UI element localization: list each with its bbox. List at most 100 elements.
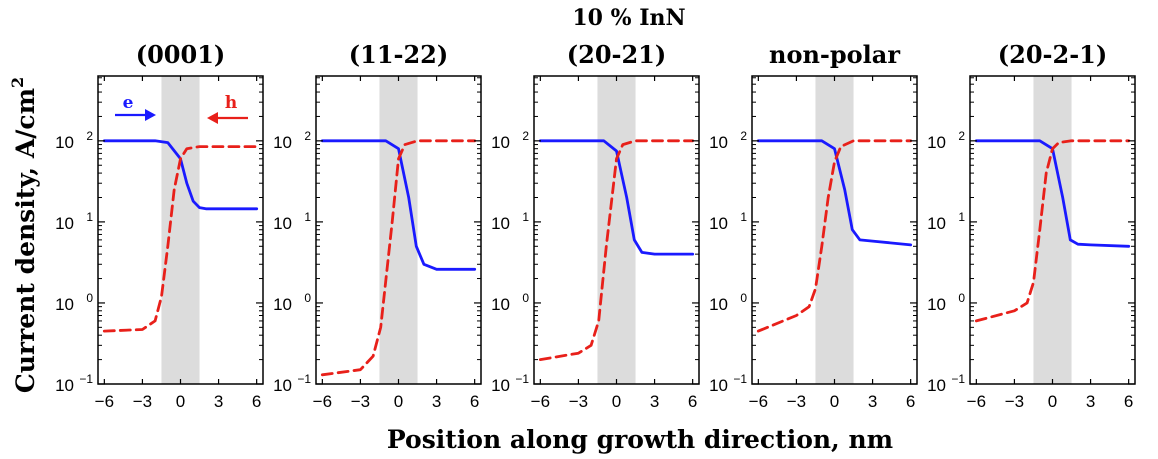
y-tick-base: 10 xyxy=(709,214,728,233)
y-tick-exponent: −1 xyxy=(297,372,311,386)
y-tick-base: 10 xyxy=(709,133,728,152)
y-tick-exponent: 1 xyxy=(740,210,747,224)
hole-arrowhead xyxy=(207,112,218,124)
x-tick-label: 0 xyxy=(1048,392,1057,411)
x-tick-label: −3 xyxy=(133,392,152,411)
x-tick-label: −3 xyxy=(351,392,370,411)
y-tick-label: 10 1 xyxy=(491,210,529,233)
y-tick-label: 10 1 xyxy=(927,210,965,233)
y-tick-base: 10 xyxy=(927,295,946,314)
y-tick-label: 10 0 xyxy=(927,291,965,314)
y-tick-label: 10 2 xyxy=(55,129,93,152)
y-tick-base: 10 xyxy=(491,214,510,233)
electron-arrowhead xyxy=(145,109,156,121)
x-tick-label: 3 xyxy=(432,392,441,411)
y-tick-base: 10 xyxy=(273,295,292,314)
y-tick-base: 10 xyxy=(927,376,946,395)
quantum-well-region xyxy=(597,76,636,384)
y-tick-exponent: 0 xyxy=(304,291,311,305)
y-tick-base: 10 xyxy=(273,376,292,395)
y-tick-exponent: 0 xyxy=(958,291,965,305)
x-tick-label: 6 xyxy=(1124,392,1133,411)
x-tick-label: −3 xyxy=(787,392,806,411)
y-tick-label: 10 1 xyxy=(55,210,93,233)
x-axis-label: Position along growth direction, nm xyxy=(387,425,893,454)
x-tick-label: 3 xyxy=(650,392,659,411)
y-tick-exponent: 0 xyxy=(522,291,529,305)
y-tick-base: 10 xyxy=(55,376,74,395)
hole-label: h xyxy=(225,93,237,113)
panel-4: non-polar −6 −3 0 3 6 10 −1 10 0 10 1 10 2 xyxy=(709,40,918,411)
y-tick-exponent: −1 xyxy=(515,372,529,386)
y-tick-base: 10 xyxy=(491,133,510,152)
x-tick-label: −3 xyxy=(569,392,588,411)
x-tick-label: 0 xyxy=(612,392,621,411)
series-e-line xyxy=(756,139,913,247)
y-tick-exponent: 0 xyxy=(740,291,747,305)
panel-1: (0001) −6 −3 0 3 6 10 −1 10 0 10 1 10 2 e h xyxy=(55,40,264,411)
x-tick-label: −6 xyxy=(95,392,114,411)
y-tick-label: 10 0 xyxy=(55,291,93,314)
y-tick-exponent: 1 xyxy=(958,210,965,224)
y-tick-exponent: 2 xyxy=(86,129,93,143)
x-tick-label: −6 xyxy=(313,392,332,411)
y-axis-label-text: Current density, A/cm xyxy=(11,88,40,393)
y-tick-exponent: 2 xyxy=(304,129,311,143)
quantum-well-region xyxy=(815,76,854,384)
series-h-line xyxy=(974,139,1131,323)
y-tick-label: 10 0 xyxy=(491,291,529,314)
y-tick-exponent: −1 xyxy=(79,372,93,386)
chart-title: 10 % InN xyxy=(572,5,685,31)
electron-label: e xyxy=(123,93,134,113)
y-tick-base: 10 xyxy=(491,376,510,395)
y-tick-label: 10 2 xyxy=(927,129,965,152)
y-tick-label: 10 −1 xyxy=(55,372,93,395)
series-h-line xyxy=(538,139,695,362)
x-tick-label: 3 xyxy=(868,392,877,411)
y-tick-label: 10 −1 xyxy=(273,372,311,395)
x-tick-label: 6 xyxy=(688,392,697,411)
series-h-line xyxy=(320,139,477,377)
x-tick-label: 0 xyxy=(394,392,403,411)
y-tick-exponent: −1 xyxy=(733,372,747,386)
panel-title: (20-2-1) xyxy=(998,40,1107,69)
y-tick-base: 10 xyxy=(273,133,292,152)
y-tick-label: 10 0 xyxy=(273,291,311,314)
y-tick-base: 10 xyxy=(709,295,728,314)
x-tick-label: 0 xyxy=(176,392,185,411)
series-e-line xyxy=(320,139,477,271)
panel-3: (20-21) −6 −3 0 3 6 10 −1 10 0 10 1 10 2 xyxy=(491,40,700,411)
y-axis-label-exponent: 2 xyxy=(8,77,27,88)
panel-title: (11-22) xyxy=(349,40,448,69)
panel-title: (20-21) xyxy=(567,40,666,69)
y-tick-exponent: 0 xyxy=(86,291,93,305)
y-tick-label: 10 2 xyxy=(491,129,529,152)
y-tick-exponent: 1 xyxy=(304,210,311,224)
y-tick-exponent: 2 xyxy=(522,129,529,143)
series-e-line xyxy=(538,139,695,256)
quantum-well-region xyxy=(161,76,200,384)
panel-title: (0001) xyxy=(136,40,226,69)
y-tick-label: 10 −1 xyxy=(709,372,747,395)
panel-5: (20-2-1) −6 −3 0 3 6 10 −1 10 0 10 1 10 2 xyxy=(927,40,1136,411)
x-tick-label: 6 xyxy=(906,392,915,411)
x-tick-label: 6 xyxy=(470,392,479,411)
y-tick-exponent: 1 xyxy=(86,210,93,224)
x-tick-label: −6 xyxy=(749,392,768,411)
y-tick-base: 10 xyxy=(55,295,74,314)
x-tick-label: 3 xyxy=(214,392,223,411)
y-tick-base: 10 xyxy=(55,133,74,152)
y-tick-base: 10 xyxy=(709,376,728,395)
x-tick-label: −6 xyxy=(967,392,986,411)
y-tick-label: 10 −1 xyxy=(491,372,529,395)
svg-text:Current density, A/cm2: Current density, A/cm2 xyxy=(8,77,40,393)
y-tick-label: 10 1 xyxy=(273,210,311,233)
y-tick-base: 10 xyxy=(927,133,946,152)
series-e-line xyxy=(974,139,1131,248)
y-tick-base: 10 xyxy=(927,214,946,233)
y-tick-exponent: 2 xyxy=(958,129,965,143)
y-tick-exponent: −1 xyxy=(951,372,965,386)
x-tick-label: 0 xyxy=(830,392,839,411)
